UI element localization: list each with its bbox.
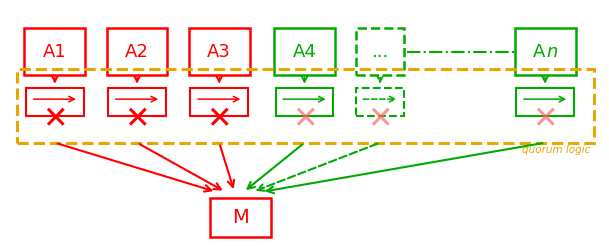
Bar [515,28,576,75]
Bar [356,28,404,75]
Text: A: A [533,43,545,61]
Text: n: n [546,43,558,61]
Bar [17,69,594,143]
Text: A3: A3 [207,43,231,61]
Bar [210,198,271,237]
Text: quorum logic: quorum logic [523,145,591,155]
Bar [26,88,84,116]
Bar [108,88,166,116]
Text: A1: A1 [43,43,66,61]
Text: ✕: ✕ [292,105,317,134]
Text: A2: A2 [125,43,149,61]
Text: A4: A4 [292,43,317,61]
Text: ✕: ✕ [42,105,68,134]
Bar [356,88,404,116]
Text: ...: ... [371,43,389,61]
Bar [24,28,85,75]
Text: ✕: ✕ [367,105,393,134]
Text: ✕: ✕ [532,105,558,134]
Text: ✕: ✕ [124,105,150,134]
Text: M: M [232,208,249,227]
Bar [190,88,248,116]
Bar [274,28,335,75]
Bar [107,28,167,75]
Text: ✕: ✕ [206,105,232,134]
Bar [189,28,250,75]
Bar [516,88,574,116]
Bar [275,88,333,116]
